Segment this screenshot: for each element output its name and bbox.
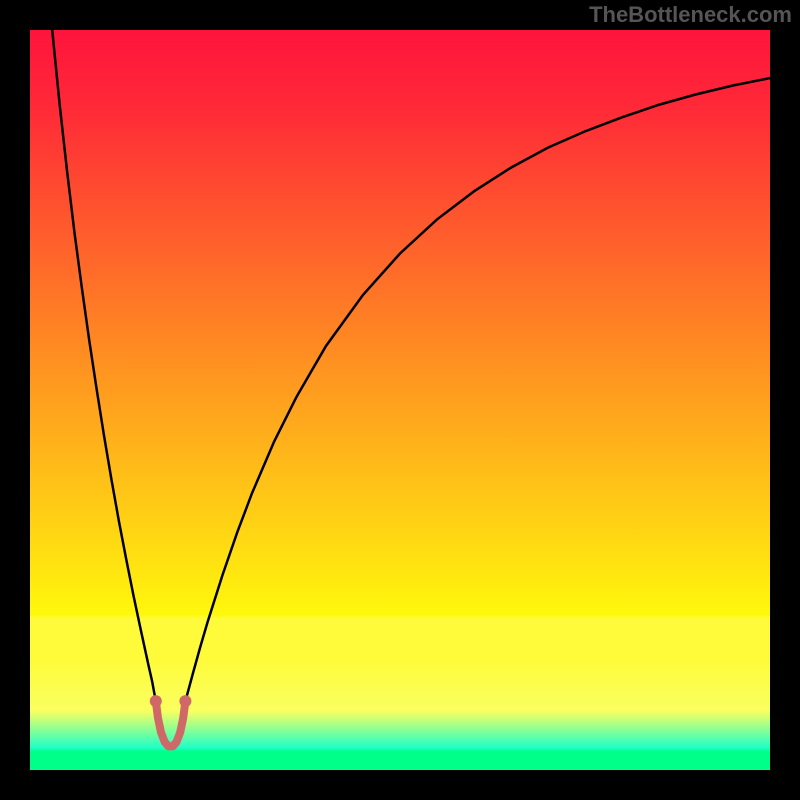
chart-container: TheBottleneck.com [0, 0, 800, 800]
marker-dot [150, 695, 162, 707]
curve-left [52, 30, 156, 701]
curve-right [185, 78, 770, 701]
plot-area [30, 30, 770, 770]
bottom-dot-markers [150, 695, 192, 707]
curve-layer [30, 30, 770, 770]
bottom-u-marker [156, 701, 186, 746]
marker-dot [179, 695, 191, 707]
watermark-text: TheBottleneck.com [589, 2, 792, 28]
